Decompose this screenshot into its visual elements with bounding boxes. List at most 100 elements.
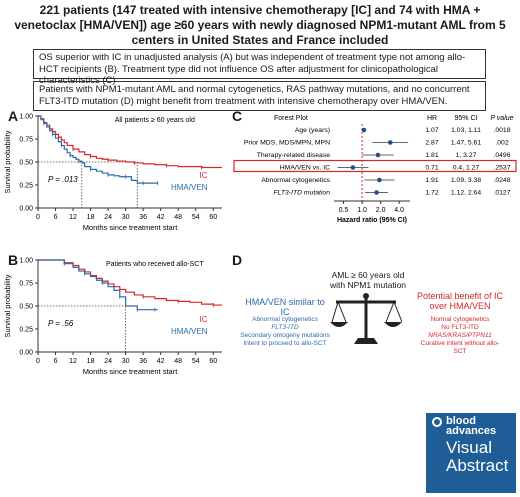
row-label: Therapy-related disease — [257, 152, 331, 159]
ci-value: 0.4, 1.27 — [453, 165, 480, 172]
y-tick-label: 0.25 — [19, 183, 33, 190]
y-tick-label: 1.00 — [19, 258, 33, 265]
summary-box-1: OS superior with IC in unadjusted analys… — [33, 49, 486, 86]
forest-plot: Forest Plot HR 95% CI P value Age (years) 1.0… — [233, 115, 517, 224]
hr-value: 1.07 — [425, 127, 438, 134]
x-tick-label: 60 — [209, 358, 217, 365]
forest-x-tick-label: 2.0 — [376, 207, 386, 214]
y-tick-label: 0.75 — [19, 137, 33, 144]
row-label: Abnormal cytogenetics — [261, 177, 330, 184]
ci-value: 1.12, 2.64 — [451, 190, 481, 197]
ci-value: 1.03, 1.11 — [451, 127, 481, 134]
forest-x-tick-label: 4.0 — [394, 207, 404, 214]
y-tick-label: 0.75 — [19, 281, 33, 288]
p-value: P = .013 — [48, 175, 78, 184]
ci-value: 1.09, 3.38 — [451, 177, 481, 184]
km-curve-hma-ven — [38, 115, 158, 184]
km-subtitle: Patients who received allo-SCT — [106, 261, 204, 268]
y-tick-label: 1.00 — [19, 114, 33, 121]
p-value-cell: .0496 — [493, 152, 510, 159]
y-tick-label: 0.00 — [19, 350, 33, 357]
panel-d-right-list: Normal cytogenetics No FLT3-ITD NRAS/KRA… — [420, 316, 500, 355]
x-tick-label: 48 — [174, 358, 182, 365]
x-tick-label: 18 — [87, 214, 95, 221]
legend-ic: IC — [199, 171, 207, 180]
x-tick-label: 42 — [157, 214, 165, 221]
hr-value: 1.72 — [425, 190, 438, 197]
row-label: Age (years) — [295, 127, 330, 134]
y-tick-label: 0.25 — [19, 327, 33, 334]
x-tick-label: 12 — [69, 214, 77, 221]
y-tick-label: 0.50 — [19, 304, 33, 311]
hr-value: 1.91 — [425, 177, 438, 184]
p-value-cell: .2537 — [493, 165, 510, 172]
highlight-box — [233, 159, 517, 173]
row-label: Prior MDS, MDS/MPN, MPN — [244, 140, 330, 147]
panel-d-left-title: HMA/VEN similar to IC — [245, 297, 325, 317]
summary-box-2: Patients with NPM1-mutant AML and normal… — [33, 81, 486, 111]
panel-label-a: A — [8, 108, 19, 124]
y-tick-label: 0.00 — [19, 206, 33, 213]
row-label: FLT3-ITD mutation — [273, 190, 330, 197]
x-tick-label: 30 — [122, 358, 130, 365]
panel-d-left-list: Abnormal cytogenetics FLT3-ITD Secondary… — [240, 316, 330, 347]
journal-logo: blood advances Visual Abstract — [426, 413, 516, 493]
x-tick-label: 48 — [174, 214, 182, 221]
hr-point — [387, 140, 393, 145]
forest-x-axis-label: Hazard ratio (95% CI) — [337, 217, 407, 224]
balance-scale-icon — [330, 293, 402, 344]
ci-value: 1.47, 5.61 — [451, 140, 481, 147]
x-tick-label: 60 — [209, 214, 217, 221]
x-tick-label: 0 — [36, 214, 40, 221]
x-tick-label: 24 — [104, 358, 112, 365]
hr-value: 2.87 — [425, 140, 438, 147]
x-tick-label: 30 — [122, 214, 130, 221]
x-tick-label: 42 — [157, 358, 165, 365]
p-value-cell: .002 — [495, 140, 508, 147]
x-tick-label: 36 — [139, 214, 147, 221]
p-value: P = .56 — [48, 319, 74, 328]
hr-point — [374, 190, 379, 195]
panel-label-b: B — [8, 252, 19, 268]
p-value-cell: .0127 — [493, 190, 510, 197]
y-axis-label: Survival probability — [3, 274, 12, 337]
panel-d-heading: AML ≥ 60 years old with NPM1 mutation — [329, 270, 407, 290]
row-label: HMA/VEN vs. IC — [280, 165, 330, 172]
km-plot-b: 0 6 12 18 24 30 36 42 48 54 60 0.00 0.25 0.50 0.75 1.00… — [3, 258, 222, 376]
blood-drop-icon — [432, 417, 442, 427]
hr-point — [361, 127, 367, 133]
legend-hma-ven: HMA/VEN — [171, 327, 208, 336]
panel-d-right-title: Potential benefit of IC over HMA/VEN — [416, 291, 504, 311]
hr-point — [350, 165, 356, 170]
x-axis-label: Months since treatment start — [83, 223, 179, 232]
x-tick-label: 54 — [192, 214, 200, 221]
hr-point — [375, 152, 381, 158]
col-ci: 95% CI — [455, 115, 478, 122]
p-value-cell: .0248 — [493, 177, 510, 184]
x-tick-label: 18 — [87, 358, 95, 365]
km-subtitle: All patients ≥ 60 years old — [115, 117, 195, 124]
x-tick-label: 36 — [139, 358, 147, 365]
hr-point — [377, 177, 382, 183]
forest-x-tick-label: 0.5 — [339, 207, 349, 214]
x-tick-label: 12 — [69, 358, 77, 365]
panel-label-d: D — [232, 252, 243, 268]
hr-value: 0.71 — [425, 165, 438, 172]
legend-ic: IC — [199, 315, 207, 324]
panel-label-c: C — [232, 108, 243, 124]
col-p: P value — [490, 115, 513, 122]
y-axis-label: Survival probability — [3, 130, 12, 193]
x-tick-label: 54 — [192, 358, 200, 365]
legend-hma-ven: HMA/VEN — [171, 183, 208, 192]
x-tick-label: 0 — [36, 358, 40, 365]
x-tick-label: 6 — [54, 358, 58, 365]
ci-value: 1, 3.27 — [456, 152, 477, 159]
p-value-cell: .0018 — [493, 127, 510, 134]
km-curve-ic — [38, 115, 222, 169]
forest-title: Forest Plot — [274, 115, 308, 122]
x-tick-label: 6 — [54, 214, 58, 221]
hr-value: 1.81 — [425, 152, 438, 159]
x-tick-label: 24 — [104, 214, 112, 221]
x-axis-label: Months since treatment start — [83, 367, 179, 376]
page-title: 221 patients (147 treated with intensive… — [14, 3, 506, 47]
